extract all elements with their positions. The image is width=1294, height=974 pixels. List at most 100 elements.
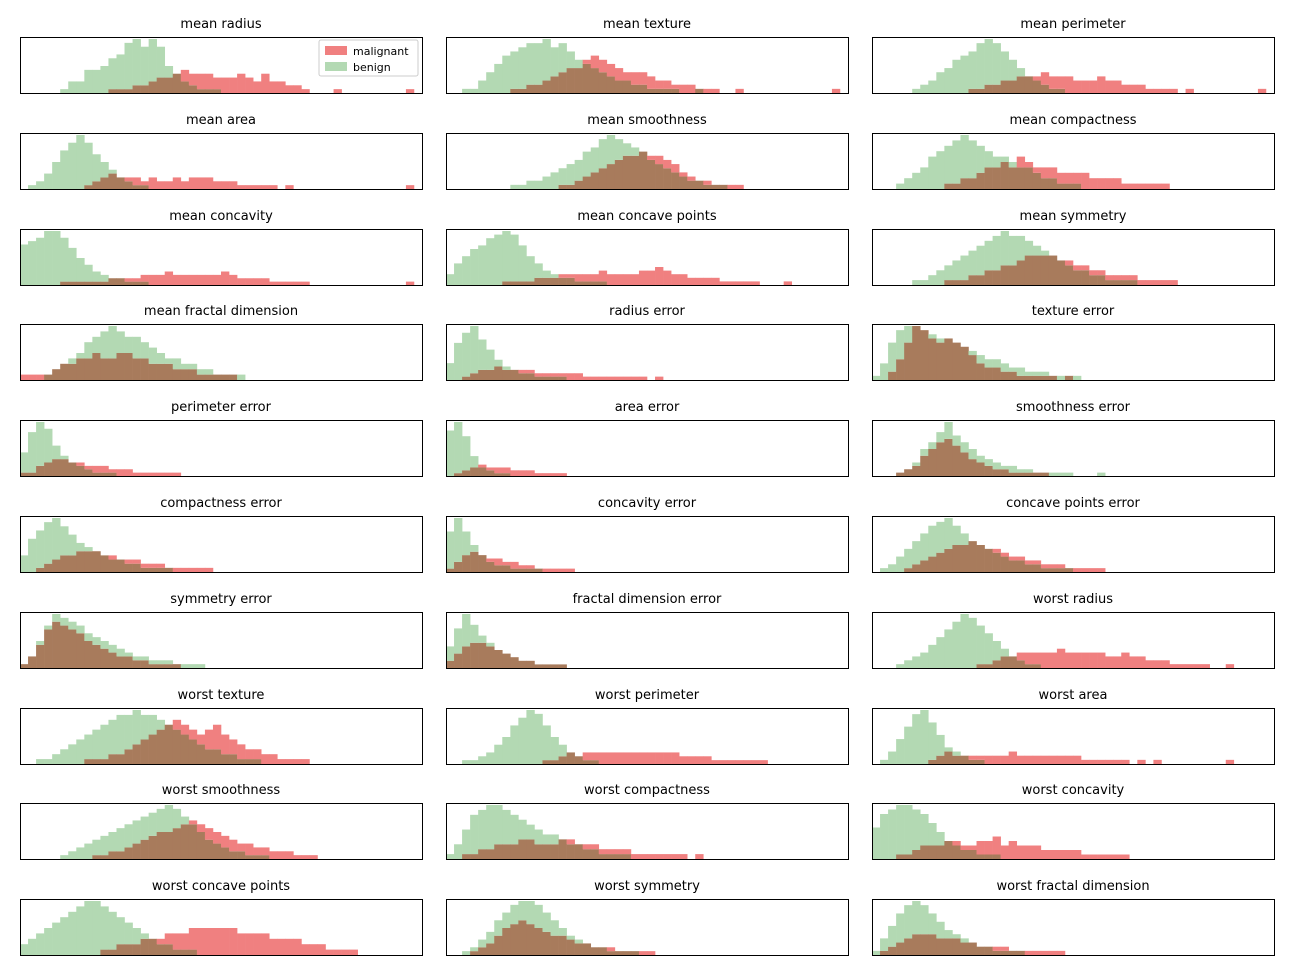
histogram-bar-malignant [1016, 556, 1026, 561]
histogram-bar-overlap [574, 943, 583, 955]
histogram-bar-benign [904, 905, 913, 939]
histogram-bar-benign [60, 455, 69, 460]
axes-frame [446, 420, 849, 477]
histogram-bar-malignant [140, 563, 149, 568]
histogram-bar-overlap [486, 849, 495, 859]
histogram-bar-malignant [558, 568, 567, 572]
histogram-bar-benign [478, 756, 487, 764]
histogram-bar-overlap [68, 281, 77, 285]
histogram-bar-malignant [253, 81, 262, 93]
histogram-bar-malignant [630, 72, 640, 85]
subplot: mean concavity [20, 209, 423, 286]
histogram-bar-malignant [237, 278, 246, 285]
histogram-bar-malignant [1089, 270, 1098, 276]
histogram-bar-benign [84, 142, 93, 186]
histogram-bar-benign [936, 72, 945, 93]
histogram-bar-malignant [229, 181, 238, 189]
histogram-bar-benign [486, 805, 495, 850]
histogram-bar-overlap [148, 664, 157, 668]
subplot-title: concavity error [598, 496, 697, 511]
histogram-bar-overlap [462, 854, 471, 859]
histogram-bar-overlap [687, 180, 696, 189]
axes-frame [872, 899, 1275, 956]
histogram-bar-benign [108, 832, 117, 852]
histogram-bar-benign [502, 55, 511, 93]
histogram-bar-malignant [196, 734, 206, 745]
axes-frame [446, 229, 849, 286]
histogram-bar-malignant [1177, 664, 1186, 668]
histogram-bar-benign [904, 548, 913, 569]
histogram-bar-overlap [237, 759, 246, 764]
histogram-bar-benign [36, 759, 45, 764]
histogram-bar-overlap [542, 844, 551, 859]
histogram-bar-overlap [622, 854, 632, 859]
histogram-bar-malignant [188, 177, 198, 189]
histogram-bar-overlap [478, 947, 487, 955]
histogram-bar-benign [526, 43, 535, 85]
histogram-bar-benign [896, 739, 905, 764]
subplot-title: worst concave points [152, 879, 290, 894]
histogram-bar-malignant [1040, 755, 1050, 764]
histogram-bar-overlap [148, 734, 157, 764]
histogram-bar-malignant [663, 752, 672, 764]
histogram-bar-malignant [212, 724, 222, 750]
histogram-bar-malignant [502, 561, 511, 566]
histogram-bar-benign [936, 734, 945, 756]
histogram-bar-benign [598, 139, 608, 169]
histogram-bar-malignant [1016, 755, 1026, 764]
histogram-bar-overlap [1016, 660, 1026, 668]
histogram-bar-overlap [614, 159, 624, 189]
histogram-bar-overlap [1056, 260, 1066, 285]
histogram-bar-benign [1097, 472, 1106, 476]
histogram-bar-malignant [502, 467, 511, 474]
axes-frame [20, 899, 423, 956]
histogram-bar-malignant [301, 855, 310, 859]
histogram-bar-malignant [582, 59, 592, 64]
histogram-bar-overlap [148, 81, 157, 93]
histogram-bar-overlap [574, 844, 583, 859]
histogram-bar-malignant [1161, 183, 1170, 189]
histogram-bar-benign [20, 452, 29, 473]
histogram-bar-benign [237, 374, 246, 380]
histogram-bar-overlap [132, 358, 141, 380]
histogram-bar-overlap [1040, 255, 1050, 285]
histogram-bar-overlap [20, 664, 29, 668]
histogram-bar-overlap [1064, 568, 1074, 572]
histogram-bar-malignant [1000, 552, 1009, 557]
histogram-bar-malignant [1040, 167, 1050, 179]
histogram-bar-benign [76, 258, 85, 282]
histogram-bar-benign [92, 839, 101, 856]
histogram-bar-malignant [229, 739, 238, 755]
histogram-bar-malignant [1040, 72, 1050, 85]
histogram-bar-overlap [229, 851, 238, 859]
histogram-bar-overlap [968, 942, 977, 955]
axes-frame [872, 803, 1275, 860]
histogram-bar-benign [952, 260, 961, 281]
histogram-bar-malignant [614, 849, 624, 855]
histogram-bar-malignant [124, 278, 133, 282]
histogram-bar-benign [100, 331, 109, 359]
histogram-bar-malignant [984, 755, 993, 764]
histogram-bar-overlap [212, 89, 222, 93]
histogram-bar-overlap [470, 467, 479, 476]
histogram-bar-overlap [936, 755, 945, 764]
axes-frame [20, 37, 423, 94]
histogram-bar-malignant [1137, 280, 1146, 285]
histogram-bar-benign [60, 150, 69, 189]
histogram-bar-benign [888, 751, 897, 764]
histogram-bar-malignant [1145, 280, 1154, 285]
histogram-bar-overlap [132, 281, 141, 285]
histogram-bar-overlap [1056, 568, 1066, 572]
histogram-bar-overlap [1016, 375, 1026, 380]
histogram-bar-overlap [542, 931, 551, 955]
histogram-bar-malignant [1105, 656, 1114, 668]
histogram-bar-overlap [140, 185, 149, 189]
histogram-bar-overlap [896, 854, 905, 859]
subplot: worst area [872, 688, 1275, 765]
histogram-bar-malignant [1145, 660, 1154, 668]
histogram-bar-malignant [108, 555, 117, 560]
histogram-bar-malignant [1225, 759, 1235, 764]
histogram-bar-benign [1024, 240, 1034, 256]
histogram-bar-overlap [614, 951, 624, 955]
histogram-bar-benign [896, 330, 905, 360]
